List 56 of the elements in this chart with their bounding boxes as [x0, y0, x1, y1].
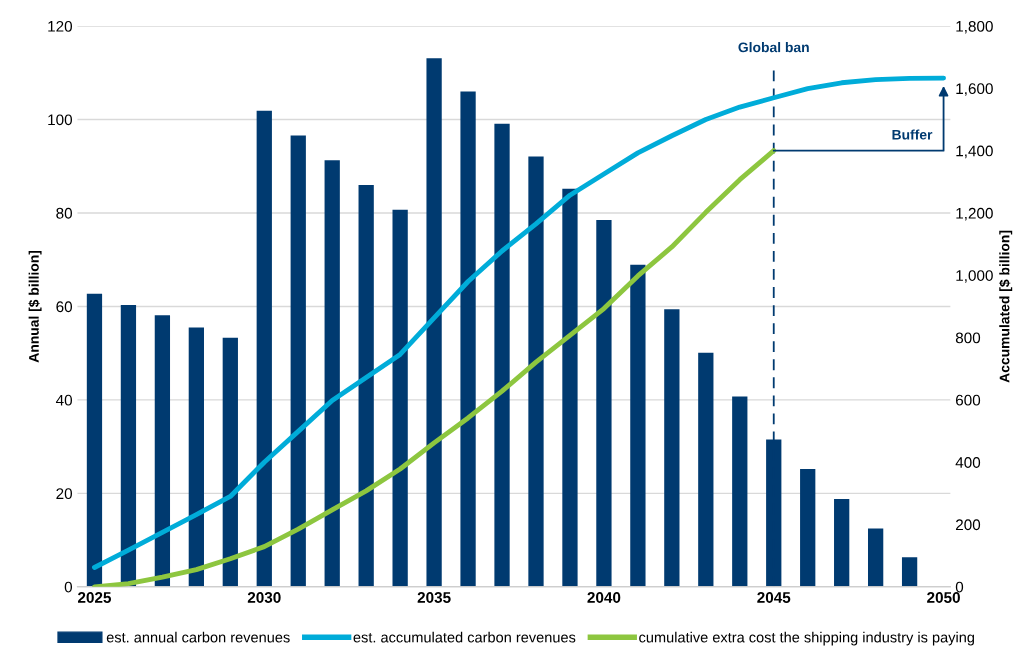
- line-series: [92, 75, 946, 570]
- y2-tick-label: 1,600: [956, 83, 993, 96]
- bar: [528, 156, 544, 587]
- bar: [392, 209, 408, 587]
- x-tick-label: 2035: [417, 592, 451, 603]
- y2-tick-label: 1,800: [956, 20, 993, 34]
- y-tick-label: 120: [48, 20, 73, 32]
- y2-axis-title: Accumulated [$ billion]: [999, 230, 1013, 383]
- y-tick-label: 60: [56, 301, 73, 313]
- y2-tick-label: 1,000: [956, 270, 993, 283]
- bar: [698, 352, 714, 587]
- bar: [426, 58, 442, 587]
- bar: [901, 557, 918, 587]
- x-tick-label: 2050: [927, 592, 960, 603]
- bar: [664, 309, 680, 587]
- legend-label: cumulative extra cost the shipping industry is paying: [639, 631, 975, 646]
- legend-label: est. annual carbon revenues: [106, 631, 290, 643]
- x-tick-label: 2045: [757, 592, 791, 603]
- y2-tick-label: 600: [956, 394, 981, 406]
- y-axis-title: Annual [$ billion]: [28, 250, 42, 363]
- y2-tick-label: 0: [955, 581, 964, 593]
- bar: [358, 184, 374, 587]
- y2-tick-label: 800: [955, 332, 981, 344]
- bar: [800, 469, 816, 587]
- y2-tick-label: 1,400: [956, 145, 993, 159]
- y-tick-label: 20: [56, 488, 73, 500]
- bar: [834, 498, 850, 587]
- bar: [324, 160, 340, 587]
- y-tick-label: 40: [55, 394, 73, 406]
- bar: [460, 91, 476, 587]
- ref-line-label: Global ban: [738, 42, 809, 53]
- x-tick-label: 2030: [247, 592, 281, 603]
- bar: [256, 110, 272, 587]
- bar: [86, 293, 103, 587]
- y-tick-label: 100: [48, 114, 73, 126]
- x-tick-label: 2025: [78, 592, 112, 603]
- bar: [120, 305, 137, 587]
- y2-tick-label: 200: [955, 519, 981, 531]
- bar: [562, 188, 578, 587]
- y2-tick-label: 1,200: [956, 207, 993, 221]
- line-series: [92, 148, 777, 587]
- y-tick-label: 0: [64, 581, 73, 593]
- y2-tick-label: 400: [955, 457, 981, 468]
- bar: [868, 528, 884, 587]
- x-tick-label: 2040: [587, 592, 621, 603]
- y-tick-label: 80: [56, 207, 73, 219]
- bar: [222, 337, 238, 587]
- bar: [630, 264, 646, 587]
- bar: [154, 315, 171, 587]
- bar: [732, 396, 748, 587]
- bar: [596, 220, 612, 587]
- bar: [290, 135, 306, 587]
- bar: [494, 123, 510, 587]
- legend-label: est. accumulated carbon revenues: [353, 631, 576, 643]
- annotation: Buffer: [892, 129, 933, 140]
- bar: [188, 327, 204, 587]
